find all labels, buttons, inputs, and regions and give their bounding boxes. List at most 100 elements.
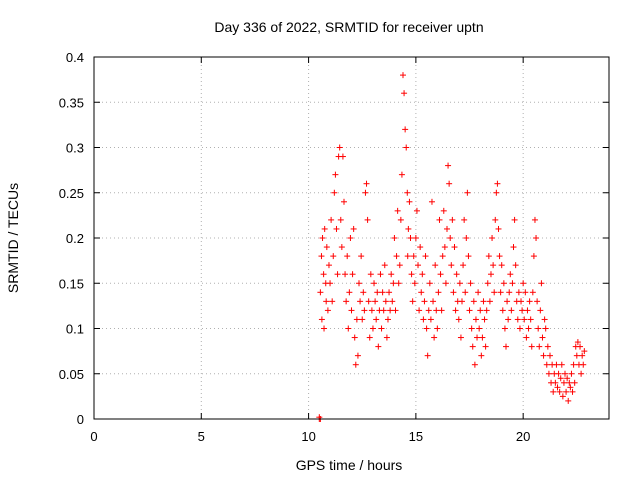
data-point <box>537 307 544 314</box>
data-point <box>428 198 435 205</box>
data-point <box>403 144 410 151</box>
data-point <box>508 307 515 314</box>
data-point <box>498 262 505 269</box>
data-point <box>435 289 442 296</box>
y-axis-label: SRMTID / TECUs <box>5 183 21 293</box>
data-point <box>565 397 572 404</box>
data-point <box>564 375 571 382</box>
data-point <box>423 325 430 332</box>
data-point <box>384 316 391 323</box>
data-point <box>383 334 390 341</box>
data-point <box>406 198 413 205</box>
data-point <box>580 361 587 368</box>
data-point <box>515 289 522 296</box>
data-point <box>536 343 543 350</box>
data-point <box>573 352 580 359</box>
data-point <box>379 289 386 296</box>
data-point <box>446 180 453 187</box>
data-point <box>365 298 372 305</box>
data-point <box>413 207 420 214</box>
data-point <box>389 298 396 305</box>
data-point <box>441 244 448 251</box>
data-point <box>579 352 586 359</box>
data-point <box>396 262 403 269</box>
data-point <box>506 289 513 296</box>
data-point <box>472 316 479 323</box>
data-point <box>495 225 502 232</box>
data-point <box>369 325 376 332</box>
data-point <box>556 388 563 395</box>
data-point <box>317 289 324 296</box>
data-point <box>482 343 489 350</box>
data-point <box>516 325 523 332</box>
data-point <box>521 316 528 323</box>
data-point <box>332 171 339 178</box>
data-point <box>535 325 542 332</box>
data-point <box>419 271 426 278</box>
y-tick-label: 0.4 <box>66 50 84 65</box>
data-point <box>557 375 564 382</box>
data-point <box>401 90 408 97</box>
data-point <box>450 289 457 296</box>
data-point <box>567 384 574 391</box>
data-point <box>404 189 411 196</box>
data-point <box>581 348 588 355</box>
data-point <box>357 298 364 305</box>
data-point <box>559 393 566 400</box>
data-point <box>351 334 358 341</box>
data-point <box>554 384 561 391</box>
data-point <box>476 325 483 332</box>
data-point <box>455 316 462 323</box>
data-point <box>534 298 541 305</box>
data-point <box>489 235 496 241</box>
data-point <box>409 298 416 305</box>
data-point <box>525 325 532 332</box>
data-point <box>538 280 545 287</box>
data-point <box>443 225 450 232</box>
data-point <box>339 153 346 160</box>
data-point <box>504 298 511 305</box>
data-point <box>411 280 418 287</box>
y-tick-label: 0.35 <box>59 95 84 110</box>
data-point <box>475 289 482 296</box>
data-point <box>519 307 526 314</box>
data-point <box>491 289 498 296</box>
y-tick-label: 0.15 <box>59 276 84 291</box>
data-point <box>420 316 427 323</box>
data-point <box>348 307 355 314</box>
data-point <box>394 207 401 214</box>
data-point <box>342 271 349 278</box>
data-point <box>405 225 412 232</box>
data-point <box>320 271 327 278</box>
data-point <box>378 325 385 332</box>
data-point <box>354 352 361 359</box>
data-point <box>459 298 466 305</box>
data-point <box>318 253 325 260</box>
data-point <box>377 271 384 278</box>
data-point <box>422 253 429 260</box>
data-point <box>436 216 443 223</box>
data-point <box>408 271 415 278</box>
data-point <box>514 316 521 323</box>
data-point <box>356 280 363 287</box>
data-point <box>478 352 485 359</box>
data-point <box>418 289 425 296</box>
data-point <box>324 307 331 314</box>
data-point <box>574 339 581 346</box>
data-point <box>501 325 508 332</box>
data-point <box>393 253 400 260</box>
x-axis-label: GPS time / hours <box>296 457 403 473</box>
data-point <box>510 244 517 251</box>
data-point <box>500 280 507 287</box>
data-point <box>407 235 414 241</box>
data-point <box>530 253 537 260</box>
data-point <box>372 298 379 305</box>
data-point <box>471 361 478 368</box>
data-point <box>445 162 452 169</box>
y-tick-label: 0.1 <box>66 322 84 337</box>
data-point <box>462 289 469 296</box>
data-point <box>390 280 397 287</box>
data-point <box>416 307 423 314</box>
data-point <box>330 253 337 260</box>
data-point <box>461 216 468 223</box>
